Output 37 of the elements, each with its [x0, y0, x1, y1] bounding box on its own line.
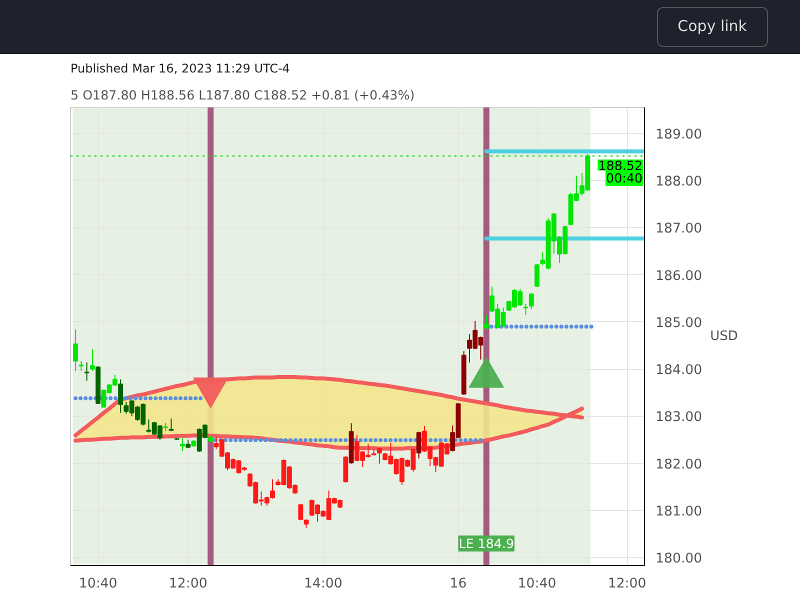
candlestick [168, 418, 174, 432]
x-tick-label: 16 [450, 576, 467, 592]
y-tick-label: 182.00 [656, 457, 702, 472]
annotation: 188.52 [598, 158, 643, 174]
x-tick-label: 12:00 [608, 576, 646, 592]
chart-title: Published Mar 16, 2023 11:29 UTC-4 [70, 62, 290, 76]
chart-subtitle: 5 O187.80 H188.56 L187.80 C188.52 +0.81 (+0.43%) [70, 88, 415, 102]
annotation: 00:40 [606, 170, 643, 186]
y-tick-label: 186.00 [656, 268, 702, 284]
annotation: LE 184.9 [458, 536, 514, 551]
candlestick [298, 503, 304, 521]
y-tick-label: 189.00 [656, 127, 702, 142]
y-tick-label: 185.00 [656, 316, 702, 331]
candlestick [484, 314, 489, 330]
y-tick-label: 183.00 [656, 410, 702, 426]
candlestick [376, 447, 382, 464]
y-tick-label: 187.00 [656, 222, 702, 237]
candlestick [90, 348, 95, 372]
candlestick [180, 437, 185, 452]
y-tick-label: 184.00 [656, 363, 702, 378]
y-axis-title: USD [710, 329, 738, 344]
y-tick-label: 188.00 [656, 174, 702, 190]
candlestick [523, 303, 528, 316]
x-tick-label: 10:40 [518, 576, 556, 592]
candlestick [534, 263, 540, 288]
candlestick [78, 360, 84, 372]
x-tick-label: 12:00 [168, 576, 208, 592]
candlestick [118, 378, 124, 414]
y-tick-label: 180.00 [656, 551, 702, 566]
y-tick-label: 181.00 [656, 504, 702, 520]
candlestick [416, 431, 422, 460]
text: Copy link [656, 7, 768, 47]
candlestick [84, 362, 90, 382]
x-tick-label: 14:00 [304, 576, 342, 592]
x-tick-label: 10:40 [78, 576, 118, 592]
candlestick [528, 292, 534, 310]
candlestick [73, 328, 78, 372]
